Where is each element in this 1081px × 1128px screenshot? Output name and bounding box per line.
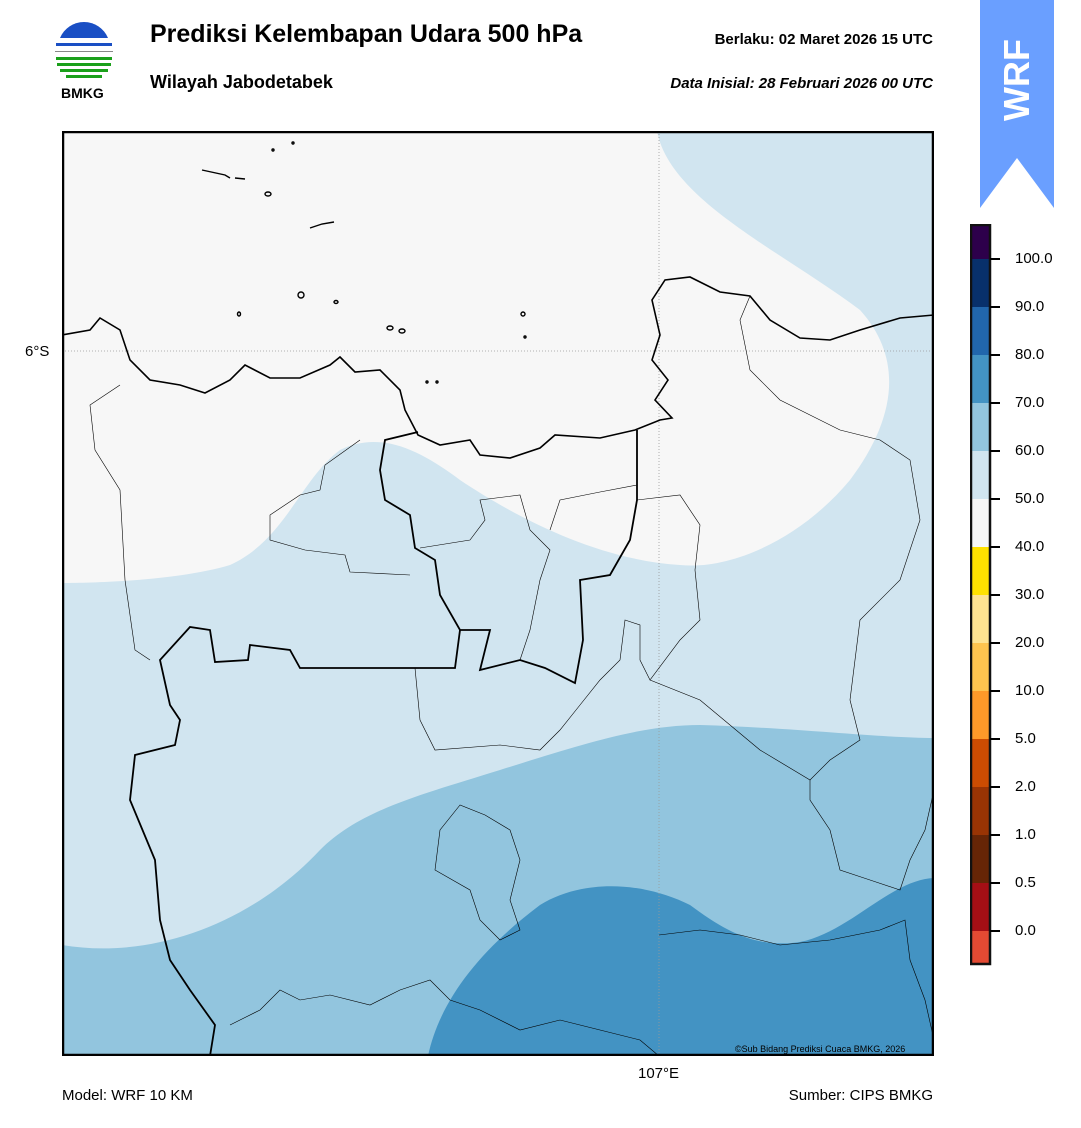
latitude-label: 6°S: [25, 343, 50, 360]
colorbar-segment: [971, 225, 990, 259]
region-subtitle: Wilayah Jabodetabek: [150, 72, 333, 92]
colorbar-tick-label: 20.0: [1015, 634, 1045, 651]
colorbar-segment: [971, 547, 990, 595]
wrf-badge-text: WRF: [996, 39, 1037, 121]
colorbar-tick-label: 50.0: [1015, 490, 1045, 507]
colorbar-segment: [971, 499, 990, 547]
bmkg-logo: [55, 21, 113, 78]
colorbar-tick-label: 0.5: [1015, 874, 1036, 891]
colorbar-tick-label: 60.0: [1015, 442, 1045, 459]
colorbar-segment: [971, 883, 990, 931]
colorbar: [970, 224, 1000, 966]
colorbar-tick-label: 10.0: [1015, 682, 1045, 699]
colorbar-segment: [971, 739, 990, 787]
copyright-text: ©Sub Bidang Prediksi Cuaca BMKG, 2026: [735, 1044, 906, 1054]
colorbar-tick-label: 70.0: [1015, 394, 1045, 411]
colorbar-segment: [971, 451, 990, 499]
colorbar-tick-label: 2.0: [1015, 778, 1036, 795]
initial-data-time: Data Inisial: 28 Februari 2026 00 UTC: [670, 75, 933, 92]
coastline: [62, 276, 934, 459]
colorbar-tick-label: 80.0: [1015, 346, 1045, 363]
fill-70-80: [428, 878, 934, 1056]
colorbar-tick-label: 0.0: [1015, 922, 1036, 939]
islands: [201, 141, 527, 384]
humidity-map: [62, 131, 934, 1056]
colorbar-tick-label: 30.0: [1015, 586, 1045, 603]
regency-borders: [89, 295, 934, 1056]
colorbar-tick-label: 40.0: [1015, 538, 1045, 555]
colorbar-tick-label: 1.0: [1015, 826, 1036, 843]
colorbar-tick-label: 5.0: [1015, 730, 1036, 747]
wrf-badge: [980, 0, 1054, 208]
colorbar-segment: [971, 307, 990, 355]
colorbar-tick-label: 90.0: [1015, 298, 1045, 315]
colorbar-segment: [971, 787, 990, 835]
colorbar-segment: [971, 931, 990, 964]
colorbar-segment: [971, 403, 990, 451]
colorbar-segment: [971, 259, 990, 307]
source-label: Sumber: CIPS BMKG: [788, 1087, 933, 1104]
colorbar-segment: [971, 595, 990, 643]
valid-time: Berlaku: 02 Maret 2026 15 UTC: [714, 31, 933, 48]
logo-text: BMKG: [61, 85, 104, 101]
colorbar-tick-label: 100.0: [1015, 250, 1053, 267]
longitude-label: 107°E: [638, 1065, 680, 1082]
colorbar-segment: [971, 835, 990, 883]
model-label: Model: WRF 10 KM: [62, 1087, 193, 1104]
colorbar-segment: [971, 643, 990, 691]
province-border: [129, 626, 461, 1056]
fill-40-50: [62, 131, 890, 583]
page-title: Prediksi Kelembapan Udara 500 hPa: [150, 20, 583, 48]
colorbar-segment: [971, 355, 990, 403]
colorbar-segment: [971, 691, 990, 739]
province-border: [379, 430, 638, 685]
map-frame: [62, 131, 934, 1056]
